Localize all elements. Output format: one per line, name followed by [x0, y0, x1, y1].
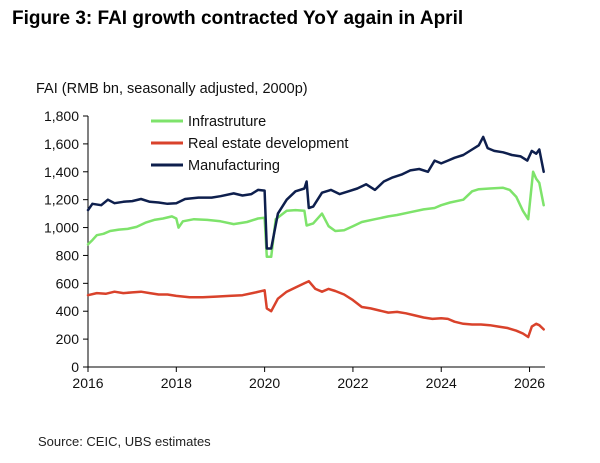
y-axis-label: FAI (RMB bn, seasonally adjusted, 2000p): [36, 81, 308, 97]
x-ticks: 2016 2018 2020 2022 2024 2026: [72, 367, 545, 391]
x-tick-label: 2022: [337, 375, 368, 391]
x-tick-label: 2024: [426, 375, 457, 391]
legend-label-manufacturing: Manufacturing: [188, 158, 280, 174]
plot-area: 0 200 400 600 800 1,000 1,200 1,400 1,600 1,800 2…: [44, 108, 545, 391]
y-tick-label: 1,400: [44, 164, 79, 180]
x-tick-label: 2016: [72, 375, 103, 391]
series-lines: [86, 135, 545, 339]
x-tick-label: 2020: [249, 375, 280, 391]
y-tick-label: 400: [56, 303, 80, 319]
y-tick-label: 1,000: [44, 220, 79, 236]
series-line-infrastructure: [86, 170, 545, 259]
y-ticks: 0 200 400 600 800 1,000 1,200 1,400 1,600 1,800: [44, 108, 88, 375]
y-tick-label: 1,200: [44, 192, 79, 208]
legend: Infrastruture Real estate development Manu…: [151, 114, 348, 174]
y-tick-label: 1,800: [44, 108, 79, 124]
series-line-manufacturing: [86, 135, 545, 250]
series-line-real_estate: [86, 279, 545, 339]
y-tick-label: 600: [56, 275, 80, 291]
legend-label-infrastructure: Infrastruture: [188, 114, 266, 130]
y-tick-label: 1,600: [44, 136, 79, 152]
source-note: Source: CEIC, UBS estimates: [38, 434, 211, 449]
figure-title: Figure 3: FAI growth contracted YoY agai…: [12, 8, 464, 29]
fai-line-chart: FAI (RMB bn, seasonally adjusted, 2000p)…: [36, 81, 545, 391]
y-tick-label: 0: [71, 359, 79, 375]
legend-label-real_estate: Real estate development: [188, 136, 348, 152]
y-tick-label: 200: [56, 331, 80, 347]
y-tick-label: 800: [56, 247, 80, 263]
x-tick-label: 2018: [161, 375, 192, 391]
x-tick-label: 2026: [514, 375, 545, 391]
